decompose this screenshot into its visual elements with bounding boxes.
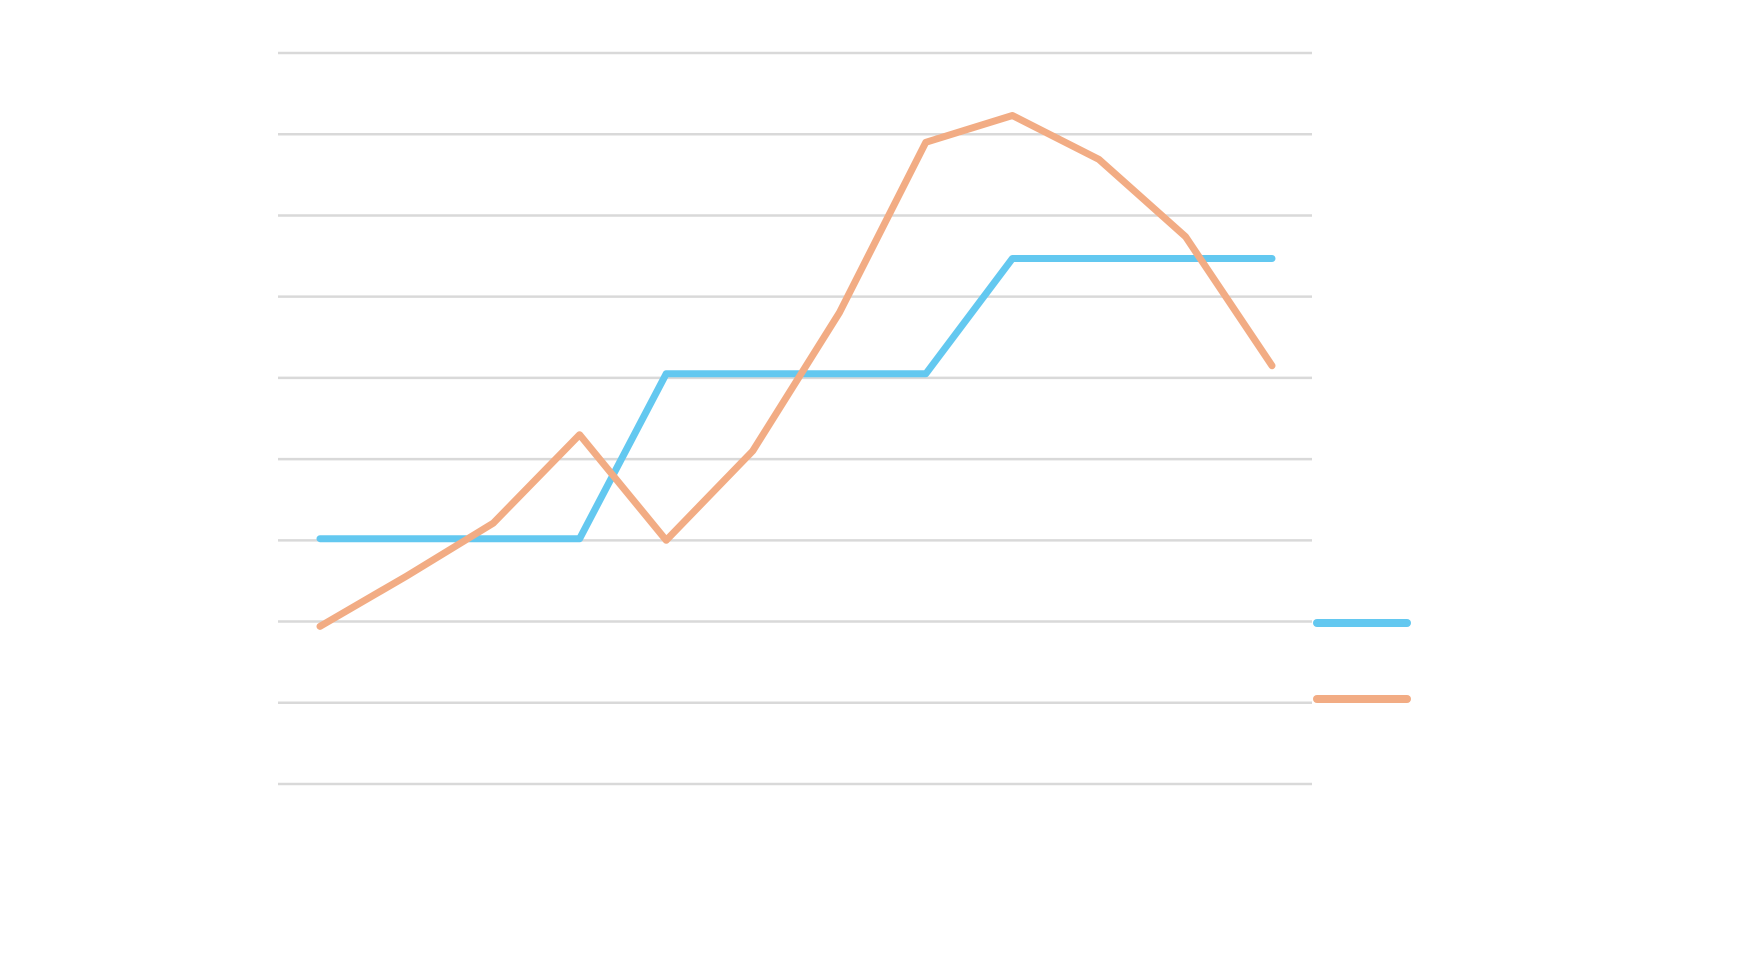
series-lines (316, 112, 1276, 630)
legend (1313, 619, 1411, 703)
series-line-2 (316, 112, 1276, 630)
series-line-1 (316, 255, 1276, 543)
gridlines (278, 51, 1312, 786)
